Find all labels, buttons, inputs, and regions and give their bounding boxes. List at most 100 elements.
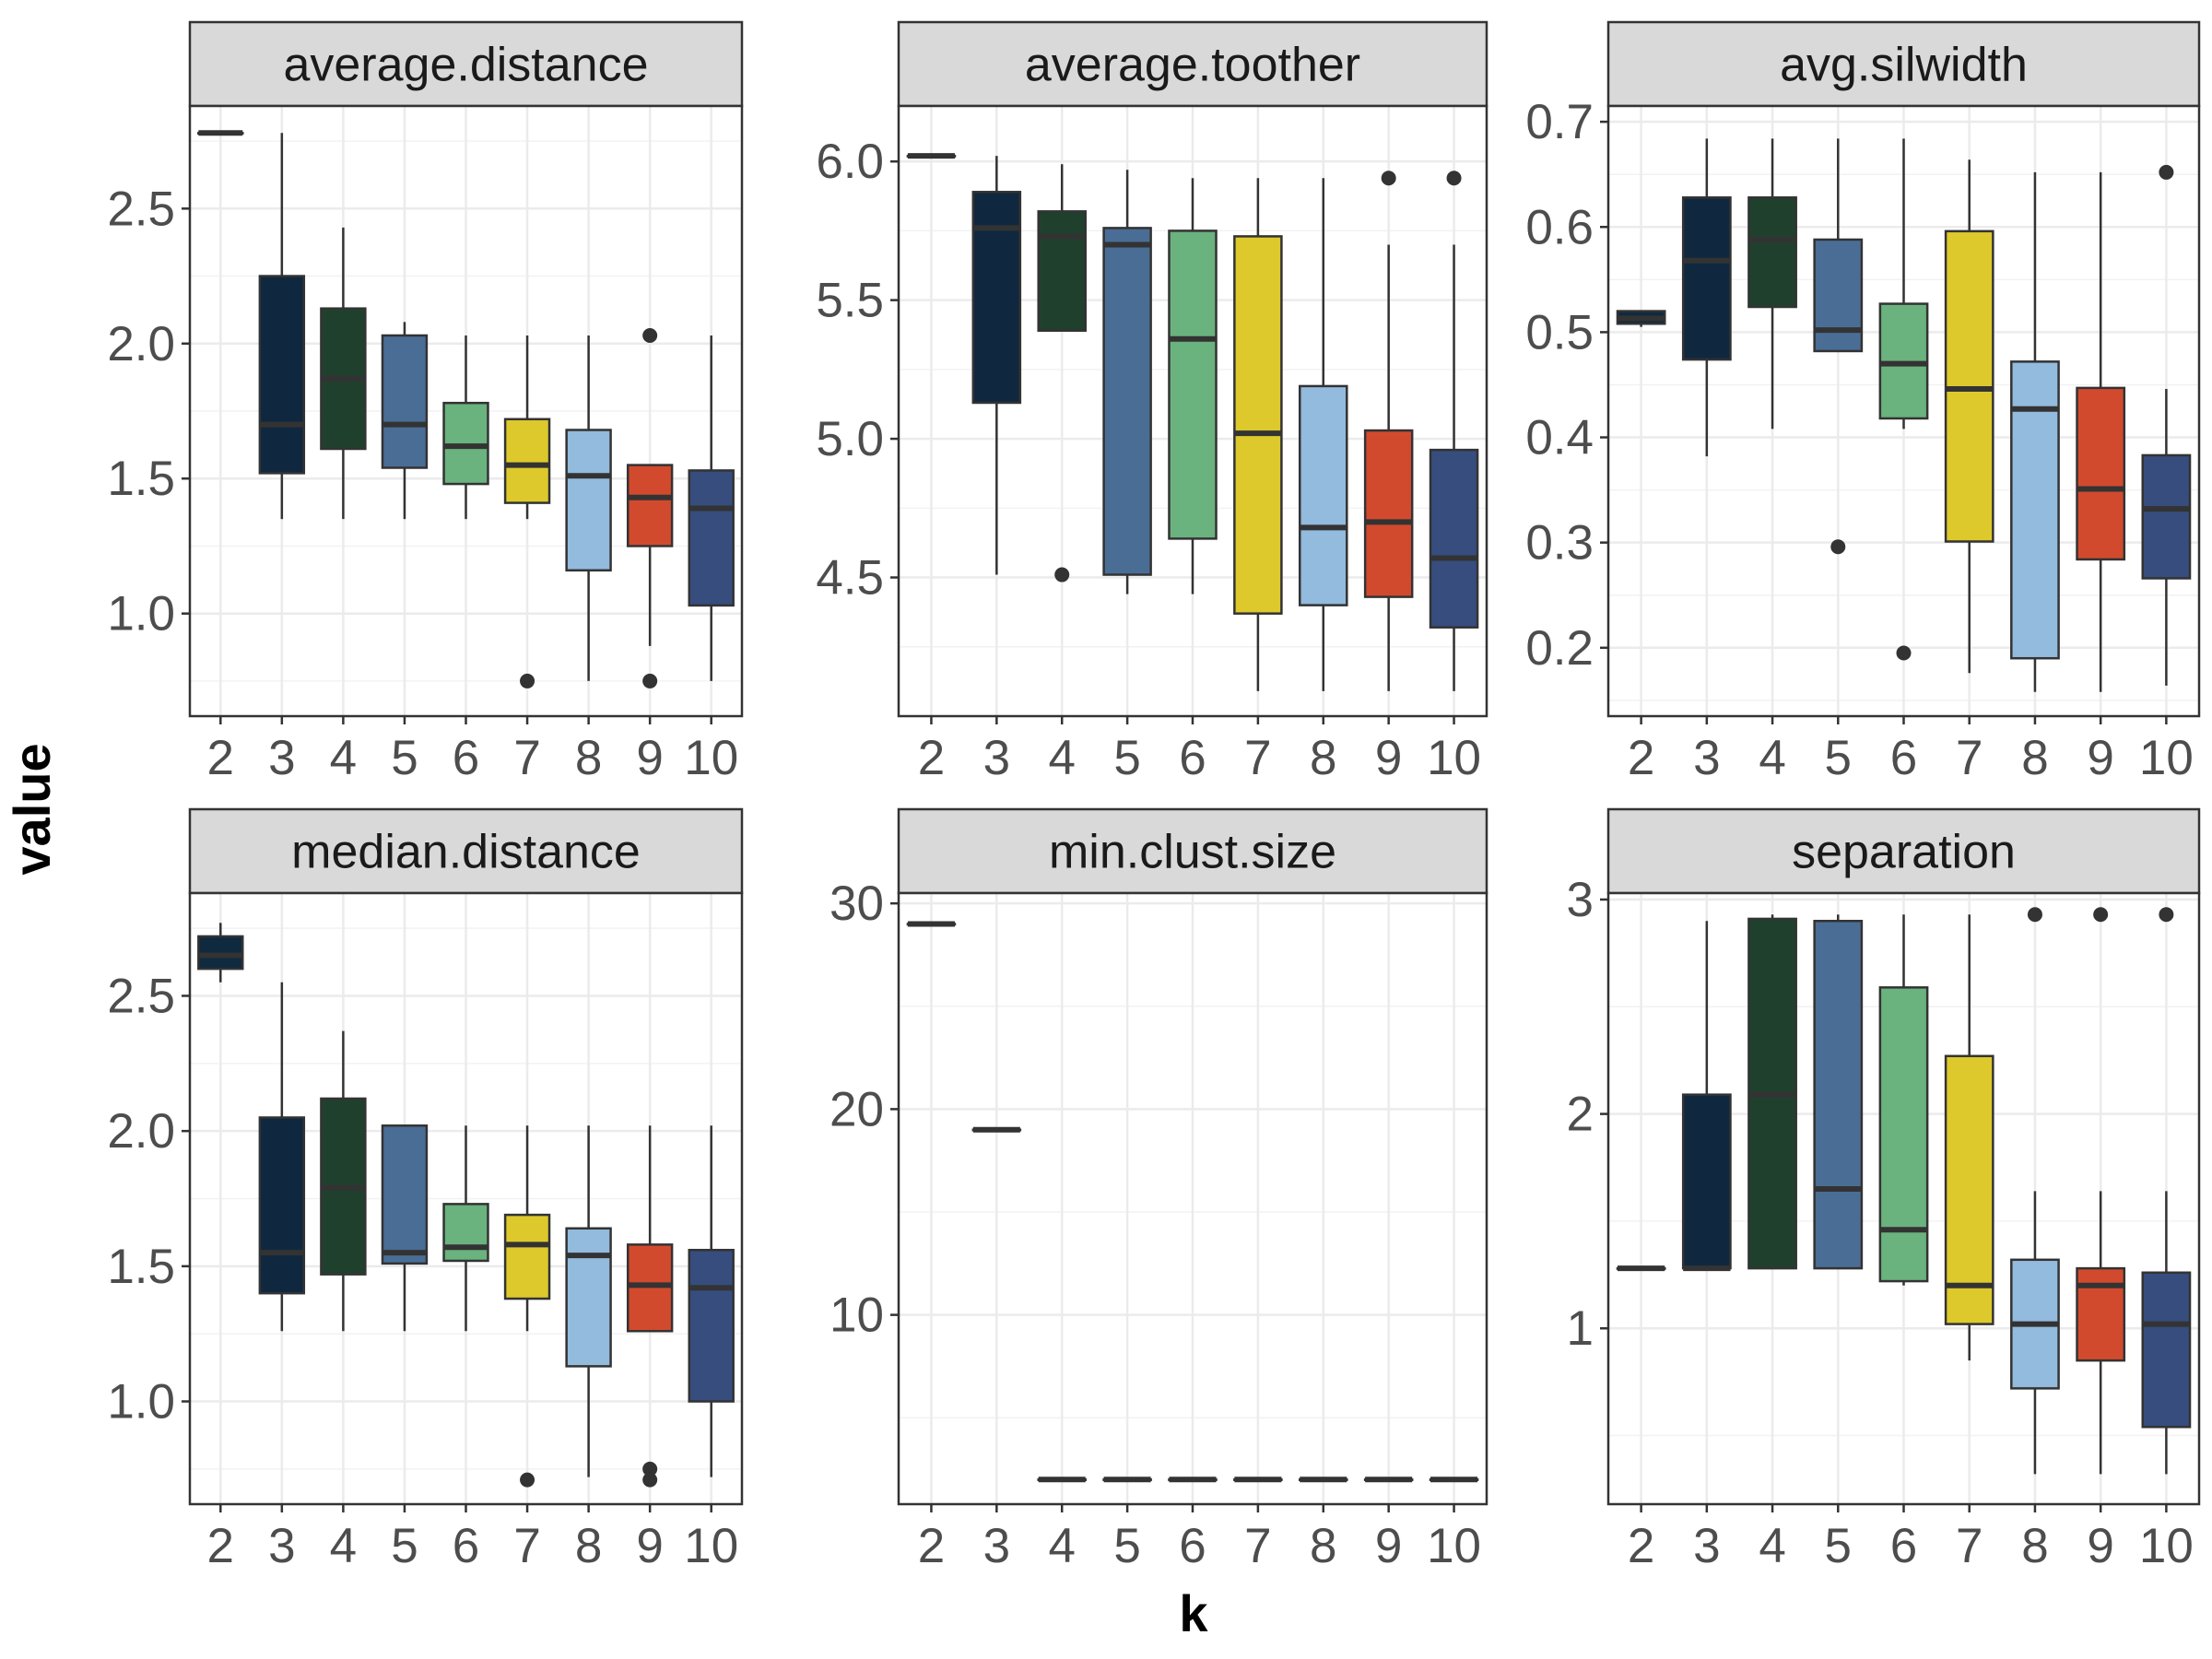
box-body	[1878, 986, 1929, 1283]
outlier-point	[2159, 907, 2174, 923]
outlier-point	[1446, 171, 1462, 186]
y-tick-label: 4.5	[816, 551, 884, 606]
x-tick-label: 10	[1427, 1519, 1481, 1573]
y-tick-label: 10	[830, 1288, 884, 1343]
box-k8	[2010, 171, 2060, 692]
box-k9	[626, 1125, 674, 1488]
box-k6	[1878, 914, 1929, 1286]
box-k2	[197, 923, 244, 982]
x-tick-label: 3	[268, 1519, 295, 1573]
x-tick-label: 2	[918, 731, 945, 785]
x-tick-label: 7	[1956, 1519, 1983, 1573]
box-k5	[1813, 138, 1864, 555]
box-k10	[688, 335, 735, 681]
x-tick-label: 10	[1427, 731, 1481, 785]
y-tick-label: 5.5	[816, 274, 884, 328]
x-tick-label: 5	[391, 731, 418, 785]
y-tick-label: 1.0	[107, 1375, 175, 1430]
x-tick-label: 5	[391, 1519, 418, 1573]
box-k7	[1944, 159, 1994, 674]
outlier-point	[2027, 907, 2042, 923]
panel-title: separation	[1792, 826, 2016, 879]
x-tick-label: 9	[2087, 731, 2113, 785]
box-body	[1102, 227, 1152, 576]
box-body	[1813, 238, 1864, 353]
panel-min.clust.size: min.clust.size 10 20 30 2 3 4 5 6 7 8 9 10	[830, 807, 1488, 1573]
box-body	[1299, 384, 1348, 606]
outlier-point	[520, 1472, 535, 1488]
y-tick-label: 0.5	[1525, 305, 1594, 359]
y-tick-label: 2.0	[107, 317, 175, 371]
x-tick-label: 4	[1759, 731, 1785, 785]
box-body	[688, 469, 735, 607]
panel-strip	[897, 807, 1488, 895]
x-tick-label: 2	[1628, 731, 1654, 785]
x-tick-label: 6	[1890, 731, 1917, 785]
panel-median.distance: median.distance 1.0 1.5 2.0 2.5 2 3 4 5 6 7 8 9 10	[107, 807, 744, 1573]
box-k8	[1299, 178, 1348, 691]
y-tick-label: 1	[1567, 1301, 1594, 1356]
y-axis-title: value	[3, 743, 61, 875]
box-k4	[1747, 138, 1797, 429]
outlier-point	[2093, 907, 2109, 923]
box-k4	[1037, 1477, 1087, 1483]
box-k8	[2010, 907, 2060, 1475]
x-tick-label: 7	[1244, 1519, 1271, 1573]
panel-strip	[897, 20, 1488, 108]
y-tick-label: 3	[1567, 873, 1594, 927]
box-body	[1813, 919, 1864, 1270]
box-k7	[1233, 178, 1283, 691]
box-body	[1944, 1054, 1994, 1325]
x-tick-label: 3	[1693, 731, 1720, 785]
box-body	[1747, 196, 1797, 309]
box-k4	[320, 227, 367, 520]
box-k8	[565, 1125, 612, 1477]
box-k2	[906, 153, 957, 159]
box-k8	[1299, 1477, 1348, 1483]
outlier-point	[1896, 645, 1912, 661]
outlier-point	[642, 1472, 658, 1488]
box-k9	[626, 327, 674, 688]
x-tick-label: 7	[1956, 731, 1983, 785]
x-tick-label: 6	[453, 731, 479, 785]
x-tick-label: 6	[1179, 1519, 1206, 1573]
box-k6	[442, 1125, 489, 1332]
x-tick-label: 3	[268, 731, 295, 785]
box-k3	[1681, 138, 1732, 457]
box-k3	[1681, 921, 1732, 1272]
box-body	[258, 275, 306, 475]
box-body	[2076, 386, 2126, 561]
y-tick-label: 0.6	[1525, 200, 1594, 254]
outlier-point	[642, 327, 658, 343]
y-tick-label: 0.4	[1525, 411, 1594, 465]
box-body	[381, 334, 429, 469]
x-tick-label: 5	[1113, 1519, 1140, 1573]
y-tick-label: 1.5	[107, 452, 175, 506]
outlier-point	[1054, 567, 1070, 582]
x-tick-label: 9	[636, 731, 663, 785]
box-k9	[2076, 907, 2126, 1475]
box-body	[1429, 448, 1479, 629]
box-k3	[971, 1126, 1022, 1133]
box-k10	[2141, 907, 2192, 1475]
box-body	[626, 464, 674, 547]
panel-average.toother: average.toother 4.5 5.0 5.5 6.0 2 3 4 5 6 7 8 9 10	[816, 20, 1488, 785]
box-body	[2141, 1271, 2192, 1429]
box-k5	[1102, 170, 1152, 594]
x-tick-label: 2	[1628, 1519, 1654, 1573]
box-k7	[1233, 1477, 1283, 1483]
box-body	[503, 1213, 551, 1300]
box-k7	[503, 335, 551, 688]
x-tick-label: 8	[2021, 731, 2048, 785]
x-tick-label: 8	[2021, 1519, 2048, 1573]
box-k2	[197, 130, 244, 136]
x-tick-label: 2	[207, 1519, 234, 1573]
box-k5	[381, 1124, 429, 1332]
x-tick-label: 4	[330, 1519, 357, 1573]
box-k4	[320, 1030, 367, 1332]
x-tick-label: 4	[1048, 1519, 1075, 1573]
x-tick-label: 10	[2139, 1519, 2194, 1573]
box-k2	[1616, 1265, 1666, 1272]
box-k8	[565, 335, 612, 681]
